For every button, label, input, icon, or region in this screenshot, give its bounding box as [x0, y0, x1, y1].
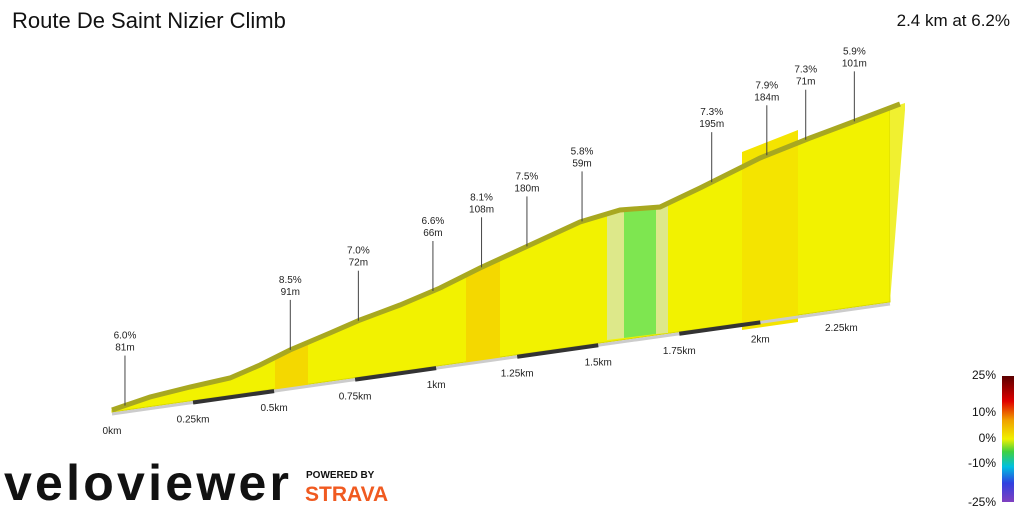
steep-band	[466, 259, 500, 365]
axis-segment	[192, 389, 275, 405]
annotation-length: 195m	[699, 119, 724, 130]
annotation-grade: 7.0%	[347, 246, 370, 257]
annotation-grade: 6.6%	[422, 216, 445, 227]
x-tick-label: 2.25km	[825, 323, 858, 334]
profile-top	[111, 101, 901, 413]
annotation-length: 108m	[469, 204, 494, 215]
axis-segment	[354, 366, 437, 382]
x-tick-label: 1.5km	[585, 357, 612, 368]
x-tick-label: 1.75km	[663, 346, 696, 357]
title: Route De Saint Nizier Climb	[12, 8, 286, 33]
x-tick-label: 0km	[103, 426, 122, 437]
annotation-grade: 8.5%	[279, 275, 302, 286]
annotation-length: 184m	[754, 92, 779, 103]
annotation-length: 72m	[349, 258, 368, 269]
brand: veloviewer	[4, 455, 289, 511]
legend-label: 0%	[979, 431, 997, 445]
legend-label: 10%	[972, 405, 996, 419]
annotation-grade: 5.9%	[843, 46, 866, 57]
annotation-length: 81m	[115, 343, 134, 354]
annotation-length: 59m	[572, 158, 591, 169]
annotation-grade: 8.1%	[470, 192, 493, 203]
legend-label: -10%	[968, 456, 996, 470]
x-tick-label: 0.25km	[177, 415, 210, 426]
color-scale	[1002, 376, 1014, 502]
annotation-grade: 7.3%	[794, 65, 817, 76]
annotation-length: 91m	[281, 287, 300, 298]
partner: STRAVA	[305, 483, 388, 506]
x-tick-label: 0.5km	[260, 403, 287, 414]
annotation-length: 71m	[796, 77, 815, 88]
legend-label: 25%	[972, 368, 996, 382]
right-face	[890, 103, 905, 302]
profile	[111, 101, 905, 416]
annotation-grade: 7.5%	[516, 171, 539, 182]
powered-by: POWERED BY	[306, 470, 375, 481]
x-tick-label: 2km	[751, 334, 770, 345]
axis-segment	[679, 320, 761, 336]
annotation-grade: 7.3%	[700, 107, 723, 118]
x-tick-label: 1km	[427, 380, 446, 391]
annotation-length: 180m	[514, 183, 539, 194]
flat-band	[624, 206, 656, 338]
steep-band	[742, 130, 798, 330]
annotation-grade: 7.9%	[755, 80, 778, 91]
flat-band	[607, 210, 624, 340]
summary: 2.4 km at 6.2%	[897, 11, 1010, 30]
axis-segment	[516, 343, 599, 359]
annotation-grade: 6.0%	[114, 331, 137, 342]
legend-label: -25%	[968, 495, 996, 509]
annotation-grade: 5.8%	[571, 146, 594, 157]
annotation-length: 66m	[423, 228, 442, 239]
flat-band	[656, 202, 668, 334]
x-tick-label: 0.75km	[339, 392, 372, 403]
x-tick-label: 1.25km	[501, 369, 534, 380]
annotation-length: 101m	[842, 58, 867, 69]
